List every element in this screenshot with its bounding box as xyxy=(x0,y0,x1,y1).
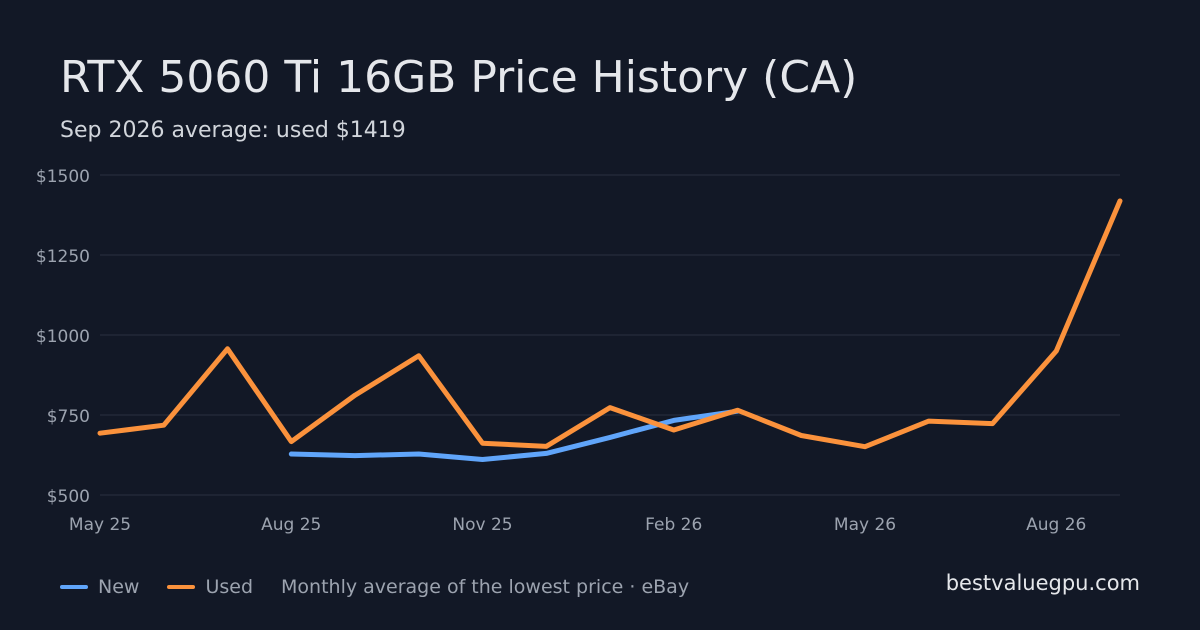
y-tick-label: $1500 xyxy=(36,167,90,187)
x-tick-label: Aug 26 xyxy=(1026,515,1086,535)
legend-label-new: New xyxy=(98,576,140,598)
x-tick-label: Aug 25 xyxy=(261,515,321,535)
legend-label-used: Used xyxy=(205,576,254,598)
chart-subtitle: Sep 2026 average: used $1419 xyxy=(60,118,406,143)
x-tick-label: Nov 25 xyxy=(452,515,512,535)
x-axis-ticks: May 25 Aug 25 Nov 25 Feb 26 May 26 Aug 26 xyxy=(69,515,1086,535)
x-tick-label: Feb 26 xyxy=(645,515,702,535)
legend-note: Monthly average of the lowest price · eB… xyxy=(281,576,690,598)
y-tick-label: $1250 xyxy=(36,247,90,267)
legend-swatch-new xyxy=(60,585,88,589)
y-tick-label: $500 xyxy=(47,487,90,507)
y-tick-label: $1000 xyxy=(36,327,90,347)
grid-lines xyxy=(100,174,1120,496)
series-line-used xyxy=(97,198,1123,450)
chart-title: RTX 5060 Ti 16GB Price History (CA) xyxy=(60,52,858,103)
legend-swatch-used xyxy=(167,585,196,589)
legend-item-new: New xyxy=(60,576,139,598)
series-lines xyxy=(97,198,1123,462)
series-line-new xyxy=(288,408,740,462)
y-tick-label: $750 xyxy=(47,407,90,427)
y-axis-ticks: $500 $750 $1000 $1250 $1500 xyxy=(36,167,90,507)
site-name: bestvaluegpu.com xyxy=(945,571,1140,595)
x-tick-label: May 26 xyxy=(834,515,896,535)
legend: New Used Monthly average of the lowest p… xyxy=(60,572,689,602)
legend-item-used: Used xyxy=(167,576,253,598)
x-tick-label: May 25 xyxy=(69,515,131,535)
